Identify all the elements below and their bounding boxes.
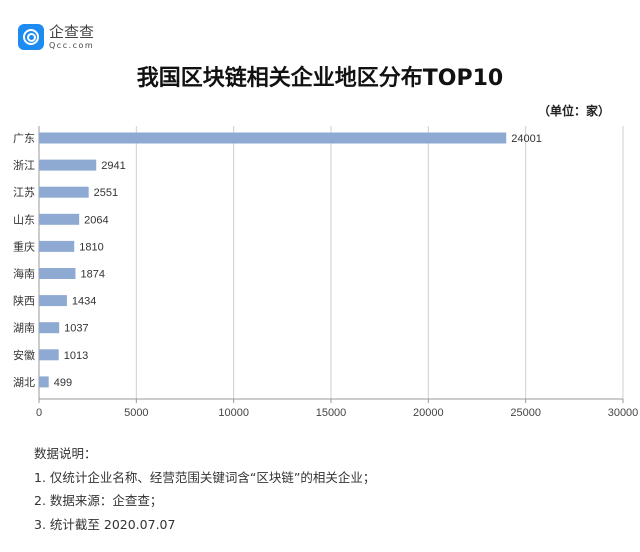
qcc-logo-icon xyxy=(18,24,44,50)
note-item: 1. 仅统计企业名称、经营范围关键词含“区块链”的相关企业； xyxy=(34,469,376,485)
chart-title: 我国区块链相关企业地区分布TOP10 xyxy=(136,66,504,91)
bar-chart: 0 5000 10000 15000 20000 25000 30000 广东 24001 浙江 2… xyxy=(13,126,639,419)
x-tick-label: 30000 xyxy=(608,407,639,419)
data-label: 2941 xyxy=(101,160,125,172)
data-label: 2064 xyxy=(84,214,108,226)
data-notes: 数据说明： 1. 仅统计企业名称、经营范围关键词含“区块链”的相关企业； 2. … xyxy=(34,442,375,536)
data-label: 1434 xyxy=(72,296,96,308)
category-label: 湖南 xyxy=(13,322,35,335)
x-tick-label: 20000 xyxy=(413,407,444,419)
x-tick-label: 5000 xyxy=(124,407,148,419)
category-label: 陕西 xyxy=(13,294,35,308)
category-label: 浙江 xyxy=(13,159,35,172)
category-label: 重庆 xyxy=(13,239,35,253)
category-label: 湖北 xyxy=(13,376,35,389)
bar xyxy=(39,268,76,279)
category-label: 广东 xyxy=(13,132,35,145)
bar xyxy=(39,376,49,388)
notes-heading: 数据说明： xyxy=(34,446,97,461)
brand-name: 企查查 xyxy=(49,22,95,41)
x-tick-label: 0 xyxy=(36,407,42,419)
category-label: 山东 xyxy=(13,213,35,226)
x-tick-label: 10000 xyxy=(218,407,249,419)
note-item: 2. 数据来源：企查查； xyxy=(34,493,163,508)
data-label: 1037 xyxy=(64,323,88,335)
bar xyxy=(39,159,97,171)
data-label: 1013 xyxy=(64,350,88,362)
bar xyxy=(39,349,59,361)
bar xyxy=(39,186,89,198)
data-label: 1810 xyxy=(79,241,103,253)
category-label: 江苏 xyxy=(13,186,35,199)
bar xyxy=(39,322,60,334)
bar xyxy=(39,213,80,225)
x-tick-label: 15000 xyxy=(316,407,347,419)
brand-domain: Qcc.com xyxy=(49,40,95,50)
unit-label: （单位：家） xyxy=(537,104,610,118)
x-tick-label: 25000 xyxy=(510,407,541,419)
brand-logo: 企查查 Qcc.com xyxy=(18,24,94,50)
data-label: 24001 xyxy=(511,133,542,145)
data-label: 1874 xyxy=(80,269,104,281)
bar xyxy=(39,295,67,307)
bar xyxy=(39,132,507,144)
category-label: 海南 xyxy=(13,267,35,281)
category-label: 安徽 xyxy=(13,348,35,362)
note-item: 3. 统计截至 2020.07.07 xyxy=(34,516,176,532)
data-label: 2551 xyxy=(94,187,118,199)
bar xyxy=(39,240,75,252)
data-label: 499 xyxy=(54,377,72,389)
